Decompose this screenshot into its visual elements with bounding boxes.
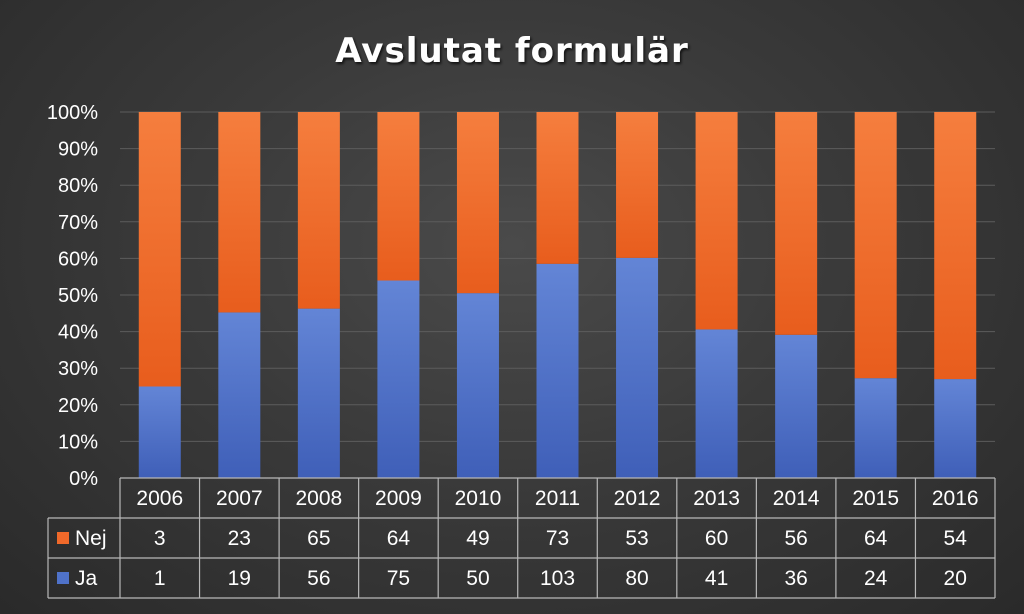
table-cell-ja: 75 xyxy=(387,567,410,590)
table-cell-nej: 53 xyxy=(625,527,648,550)
category-label: 2008 xyxy=(296,487,343,510)
y-tick-label: 90% xyxy=(58,139,98,161)
legend-key-ja xyxy=(57,572,69,584)
bar-ja xyxy=(536,263,579,478)
category-label: 2013 xyxy=(693,487,740,510)
category-label: 2006 xyxy=(136,487,183,510)
y-tick-label: 70% xyxy=(58,212,98,234)
y-tick-label: 60% xyxy=(58,248,98,270)
bar-nej xyxy=(456,112,499,294)
table-cell-nej: 60 xyxy=(705,527,728,550)
chart-title: Avslutat formulär xyxy=(335,31,689,71)
category-label: 2012 xyxy=(614,487,661,510)
table-cell-nej: 65 xyxy=(307,527,330,550)
table-cell-nej: 64 xyxy=(864,527,888,550)
bar-nej xyxy=(854,112,897,379)
table-cell-ja: 50 xyxy=(466,567,489,590)
bar-nej xyxy=(934,112,977,380)
y-tick-label: 50% xyxy=(58,285,98,307)
table-cell-ja: 103 xyxy=(540,567,575,590)
category-label: 2015 xyxy=(852,487,899,510)
y-tick-label: 10% xyxy=(58,431,98,453)
table-cell-ja: 20 xyxy=(944,567,967,590)
bar-nej xyxy=(536,112,579,264)
bar-ja xyxy=(297,308,340,478)
table-cell-ja: 1 xyxy=(154,567,166,590)
bar-nej xyxy=(218,112,261,313)
table-cell-ja: 41 xyxy=(705,567,728,590)
bar-nej xyxy=(775,112,818,335)
category-label: 2011 xyxy=(535,487,580,510)
table-cell-nej: 73 xyxy=(546,527,569,550)
bar-ja xyxy=(854,378,897,478)
y-tick-label: 0% xyxy=(69,468,98,490)
legend-key-nej xyxy=(57,532,69,544)
table-cell-nej: 49 xyxy=(466,527,489,550)
table-cell-nej: 23 xyxy=(228,527,251,550)
table-cell-nej: 64 xyxy=(387,527,411,550)
bar-ja xyxy=(456,293,499,478)
bars xyxy=(138,112,977,478)
bar-nej xyxy=(616,112,659,258)
y-tick-label: 20% xyxy=(58,395,98,417)
category-label: 2009 xyxy=(375,487,422,510)
table-cell-nej: 56 xyxy=(784,527,807,550)
category-label: 2010 xyxy=(455,487,502,510)
y-tick-label: 80% xyxy=(58,175,98,197)
bar-ja xyxy=(775,334,818,478)
legend-label-ja: Ja xyxy=(75,567,98,590)
bar-ja xyxy=(138,386,181,478)
table-cell-nej: 3 xyxy=(154,527,166,550)
bar-nej xyxy=(297,112,340,309)
data-table: 2006 2007 2008 2009 2010 2011 2012 2013 2014 2015… xyxy=(47,477,996,599)
table-cell-nej: 54 xyxy=(944,527,968,550)
bar-ja xyxy=(695,329,738,478)
bar-ja xyxy=(934,379,977,478)
table-cell-ja: 24 xyxy=(864,567,888,590)
category-label: 2016 xyxy=(932,487,979,510)
bar-nej xyxy=(138,112,181,387)
bar-nej xyxy=(377,112,420,281)
table-cell-ja: 36 xyxy=(784,567,807,590)
bar-ja xyxy=(218,312,261,478)
bar-ja xyxy=(377,280,420,478)
category-label: 2014 xyxy=(773,487,820,510)
bar-nej xyxy=(695,112,738,330)
bar-ja xyxy=(616,257,659,478)
table-cell-ja: 80 xyxy=(625,567,648,590)
y-tick-label: 30% xyxy=(58,358,98,380)
category-label: 2007 xyxy=(216,487,263,510)
y-tick-label: 40% xyxy=(58,322,98,344)
y-axis-ticks: 0% 10% 20% 30% 40% 50% 60% 70% 80% 90% 100% xyxy=(47,102,98,490)
legend-label-nej: Nej xyxy=(75,527,107,550)
y-tick-label: 100% xyxy=(47,102,98,124)
table-cell-ja: 19 xyxy=(228,567,251,590)
table-cell-ja: 56 xyxy=(307,567,330,590)
